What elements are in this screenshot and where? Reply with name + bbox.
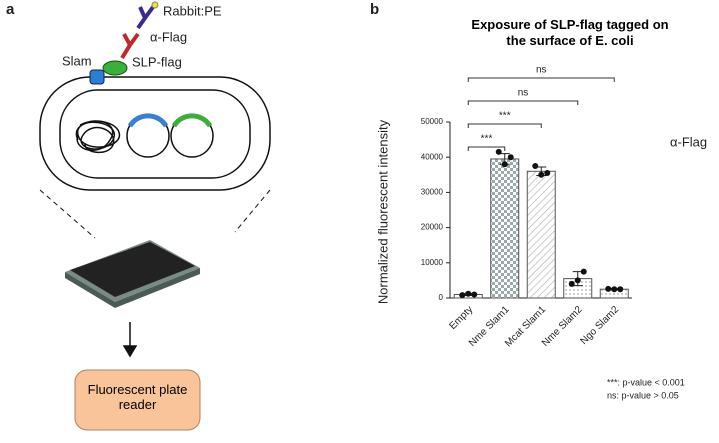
annotation: α-Flag xyxy=(670,134,707,149)
slp-icon xyxy=(102,60,128,76)
data-point xyxy=(574,277,581,284)
significance-label: *** xyxy=(481,134,493,145)
significance-bracket xyxy=(467,146,506,151)
bar xyxy=(526,170,556,299)
significance-label: ns xyxy=(518,88,529,99)
label-primary: α-Flag xyxy=(150,29,187,44)
panel-label: a xyxy=(6,1,15,18)
y-tick-label: 10000 xyxy=(421,258,444,267)
data-point xyxy=(471,291,478,298)
significance-bracket xyxy=(467,100,579,105)
data-point xyxy=(507,154,514,161)
data-point xyxy=(538,171,545,178)
note: ***: p-value < 0.001 xyxy=(607,377,685,387)
pe-dye xyxy=(151,1,159,9)
x-tick-label: Ngo Slam2 xyxy=(578,304,621,347)
data-point xyxy=(459,292,466,299)
data-point xyxy=(544,170,551,177)
data-point xyxy=(605,285,612,292)
plate xyxy=(65,240,200,308)
y-axis-label: Normalized fluorescent intensity xyxy=(375,119,390,304)
data-point xyxy=(617,286,624,293)
significance-label: ns xyxy=(536,65,547,76)
chart-title: Exposure of SLP-flag tagged on the surfa… xyxy=(471,17,669,48)
slam-icon xyxy=(89,69,105,85)
y-tick-label: 30000 xyxy=(421,188,444,197)
label-slp: SLP-flag xyxy=(132,54,182,69)
data-point xyxy=(465,290,472,297)
data-point xyxy=(611,286,618,293)
cell-diagram xyxy=(39,76,271,358)
data-point xyxy=(495,148,502,155)
y-tick-label: 50000 xyxy=(421,117,444,126)
y-tick-label: 0 xyxy=(439,293,444,302)
data-point xyxy=(580,268,587,275)
bar xyxy=(490,158,520,299)
significance-bracket xyxy=(467,123,542,128)
data-point xyxy=(568,280,575,287)
label-slam: Slam xyxy=(62,53,92,68)
label-antibody: Rabbit:PE xyxy=(163,3,222,18)
reader-label: Fluorescent plate reader xyxy=(87,382,188,412)
significance-bracket xyxy=(467,77,615,82)
y-tick-label: 20000 xyxy=(421,223,444,232)
reader-box xyxy=(74,369,201,431)
y-tick-label: 40000 xyxy=(421,152,444,161)
significance-label: *** xyxy=(499,111,511,122)
pe-antibody xyxy=(136,5,155,30)
data-point xyxy=(501,161,508,168)
flag-antibody xyxy=(120,32,140,60)
note: ns: p-value > 0.05 xyxy=(607,390,679,400)
x-tick-label: Empty xyxy=(447,304,475,332)
data-point xyxy=(532,163,539,169)
panel-label: b xyxy=(370,1,379,18)
